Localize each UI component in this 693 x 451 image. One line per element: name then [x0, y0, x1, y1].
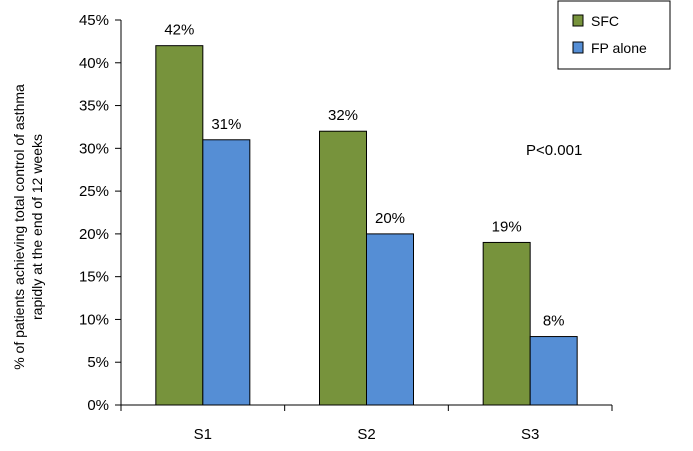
- bar-sfc-s1: [155, 45, 204, 406]
- legend: SFC FP alone: [557, 0, 671, 70]
- data-label: 31%: [211, 116, 241, 133]
- y-tick-label: 0%: [87, 397, 109, 414]
- y-tick-label: 40%: [79, 55, 109, 72]
- y-tick-label: 35%: [79, 98, 109, 115]
- bar-sfc-s2: [319, 130, 367, 406]
- data-label: 8%: [543, 313, 565, 330]
- y-tick-label: 15%: [79, 269, 109, 286]
- y-axis: 0% 5% 10% 15% 20% 25% 30% 35% 40% 45%: [79, 12, 122, 414]
- x-category-label: S2: [357, 426, 375, 443]
- y-tick-label: 30%: [79, 140, 109, 157]
- bar-sfc-s3: [482, 241, 531, 406]
- bar-fp-alone-s2: [366, 233, 414, 406]
- x-category-label: S1: [194, 426, 212, 443]
- legend-label: SFC: [591, 13, 619, 29]
- bar-fp-alone-s3: [529, 336, 578, 406]
- bars: 42% 31% 32% 20% 19% 8%: [155, 22, 578, 406]
- p-value-annotation: P<0.001: [526, 142, 582, 159]
- legend-swatch: [572, 14, 584, 27]
- data-label: 42%: [164, 22, 194, 39]
- data-label: 32%: [328, 107, 358, 124]
- bar-fp-alone-s1: [202, 139, 251, 406]
- y-tick-label: 45%: [79, 12, 109, 29]
- y-axis-label-line-2: rapidly at the end of 12 weeks: [29, 134, 45, 320]
- x-axis: S1 S2 S3: [120, 404, 613, 443]
- y-tick-label: 25%: [79, 183, 109, 200]
- data-label: 20%: [375, 210, 405, 227]
- legend-label: FP alone: [591, 40, 647, 56]
- y-tick-label: 5%: [87, 354, 109, 371]
- y-tick-label: 20%: [79, 226, 109, 243]
- legend-swatch: [572, 41, 584, 54]
- y-tick-label: 10%: [79, 311, 109, 328]
- data-label: 19%: [492, 218, 522, 235]
- y-axis-label: % of patients achieving total control of…: [11, 84, 45, 370]
- y-axis-label-line-1: % of patients achieving total control of…: [11, 84, 27, 370]
- legend-box: [557, 0, 671, 70]
- x-category-label: S3: [521, 426, 539, 443]
